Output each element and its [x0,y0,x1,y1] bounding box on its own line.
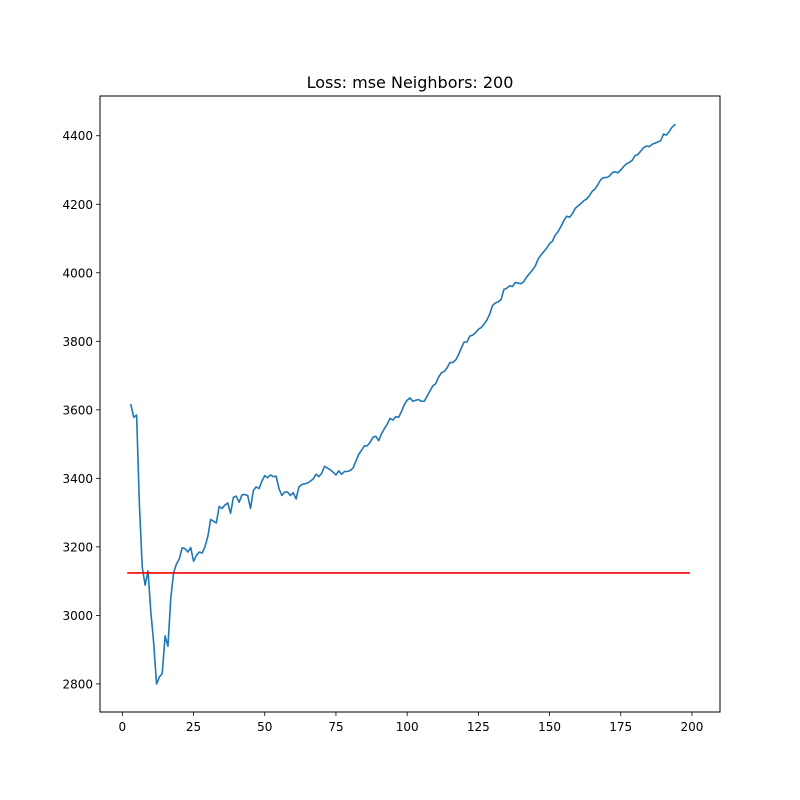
chart-title: Loss: mse Neighbors: 200 [307,73,514,92]
x-tick-label: 0 [119,720,127,734]
x-axis: 0 25 50 75 100 125 150 175 200 [119,712,703,734]
y-tick-label: 4200 [62,198,93,212]
x-tick-label: 175 [609,720,632,734]
y-tick-label: 3600 [62,403,93,417]
x-tick-label: 50 [257,720,272,734]
series-layer [127,123,690,685]
y-tick-label: 3800 [62,335,93,349]
y-tick-label: 3000 [62,609,93,623]
x-tick-label: 125 [467,720,490,734]
x-tick-label: 150 [538,720,561,734]
y-tick-label: 2800 [62,677,93,691]
x-tick-label: 75 [328,720,343,734]
y-tick-label: 3400 [62,472,93,486]
series-line-1 [129,123,676,685]
x-tick-label: 200 [680,720,703,734]
plot-frame [99,95,721,713]
x-tick-label: 100 [396,720,419,734]
y-axis: 2800 3000 3200 3400 3600 3800 4000 4200 4400 [62,129,100,691]
y-tick-label: 4000 [62,266,93,280]
x-tick-label: 25 [186,720,201,734]
y-tick-label: 3200 [62,540,93,554]
y-tick-label: 4400 [62,129,93,143]
